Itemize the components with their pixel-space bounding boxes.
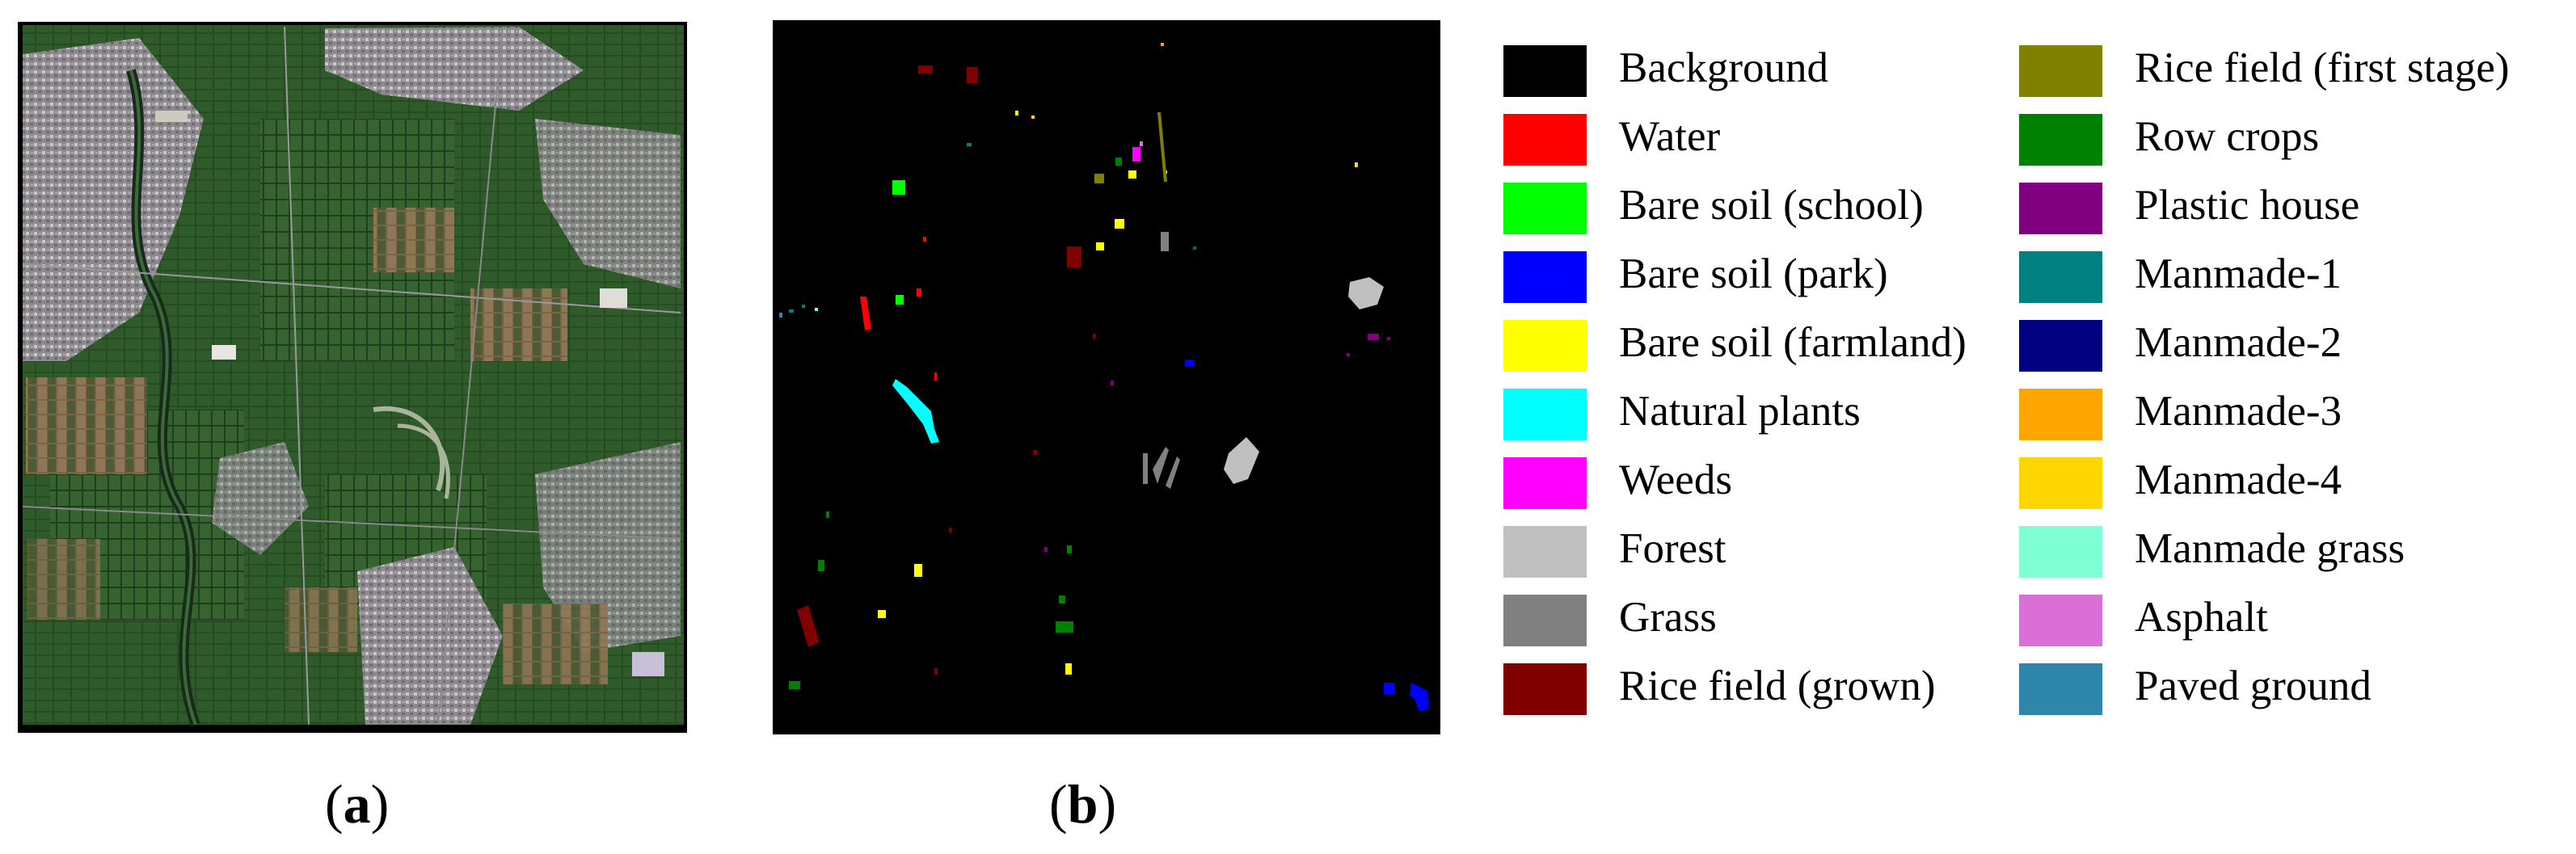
legend-swatch [2019, 183, 2102, 234]
legend-swatch [1503, 183, 1587, 234]
legend-label: Forest [1619, 525, 1726, 572]
legend-label: Natural plants [1619, 388, 1861, 435]
legend-swatch [2019, 389, 2102, 440]
legend-label: Manmade-1 [2135, 250, 2342, 297]
legend-label: Rice field (grown) [1619, 663, 1936, 709]
legend-label: Background [1619, 44, 1829, 91]
legend-swatch [2019, 457, 2102, 509]
legend-label: Manmade-2 [2135, 319, 2342, 366]
legend-label: Asphalt [2135, 594, 2268, 641]
legend-swatch [1503, 663, 1587, 715]
legend-swatch [1503, 114, 1587, 166]
legend-label: Bare soil (park) [1619, 250, 1888, 297]
legend-label: Rice field (first stage) [2135, 44, 2510, 91]
legend-swatch [1503, 595, 1587, 646]
legend-swatch [1503, 457, 1587, 509]
legend-swatch [2019, 663, 2102, 715]
ground-truth-map [773, 20, 1440, 734]
legend-label: Grass [1619, 594, 1717, 641]
legend-label: Bare soil (school) [1619, 182, 1924, 229]
legend-swatch [1503, 45, 1587, 97]
legend-label: Weeds [1619, 456, 1732, 503]
satellite-image [18, 22, 687, 733]
legend-label: Water [1619, 113, 1721, 160]
legend-swatch [2019, 526, 2102, 578]
legend-swatch [2019, 320, 2102, 372]
legend-label: Manmade-3 [2135, 388, 2342, 435]
legend-label: Manmade-4 [2135, 456, 2342, 503]
caption-b: (b) [1049, 773, 1117, 835]
legend-swatch [2019, 251, 2102, 303]
legend-swatch [2019, 595, 2102, 646]
legend-swatch [1503, 251, 1587, 303]
caption-a: (a) [325, 773, 390, 835]
legend-label: Paved ground [2135, 663, 2372, 709]
legend-label: Row crops [2135, 113, 2320, 160]
legend-label: Plastic house [2135, 182, 2360, 229]
legend-label: Manmade grass [2135, 525, 2405, 572]
legend-swatch [1503, 320, 1587, 372]
legend-swatch [2019, 45, 2102, 97]
legend-swatch [1503, 389, 1587, 440]
legend-swatch [2019, 114, 2102, 166]
legend-label: Bare soil (farmland) [1619, 319, 1967, 366]
legend-swatch [1503, 526, 1587, 578]
